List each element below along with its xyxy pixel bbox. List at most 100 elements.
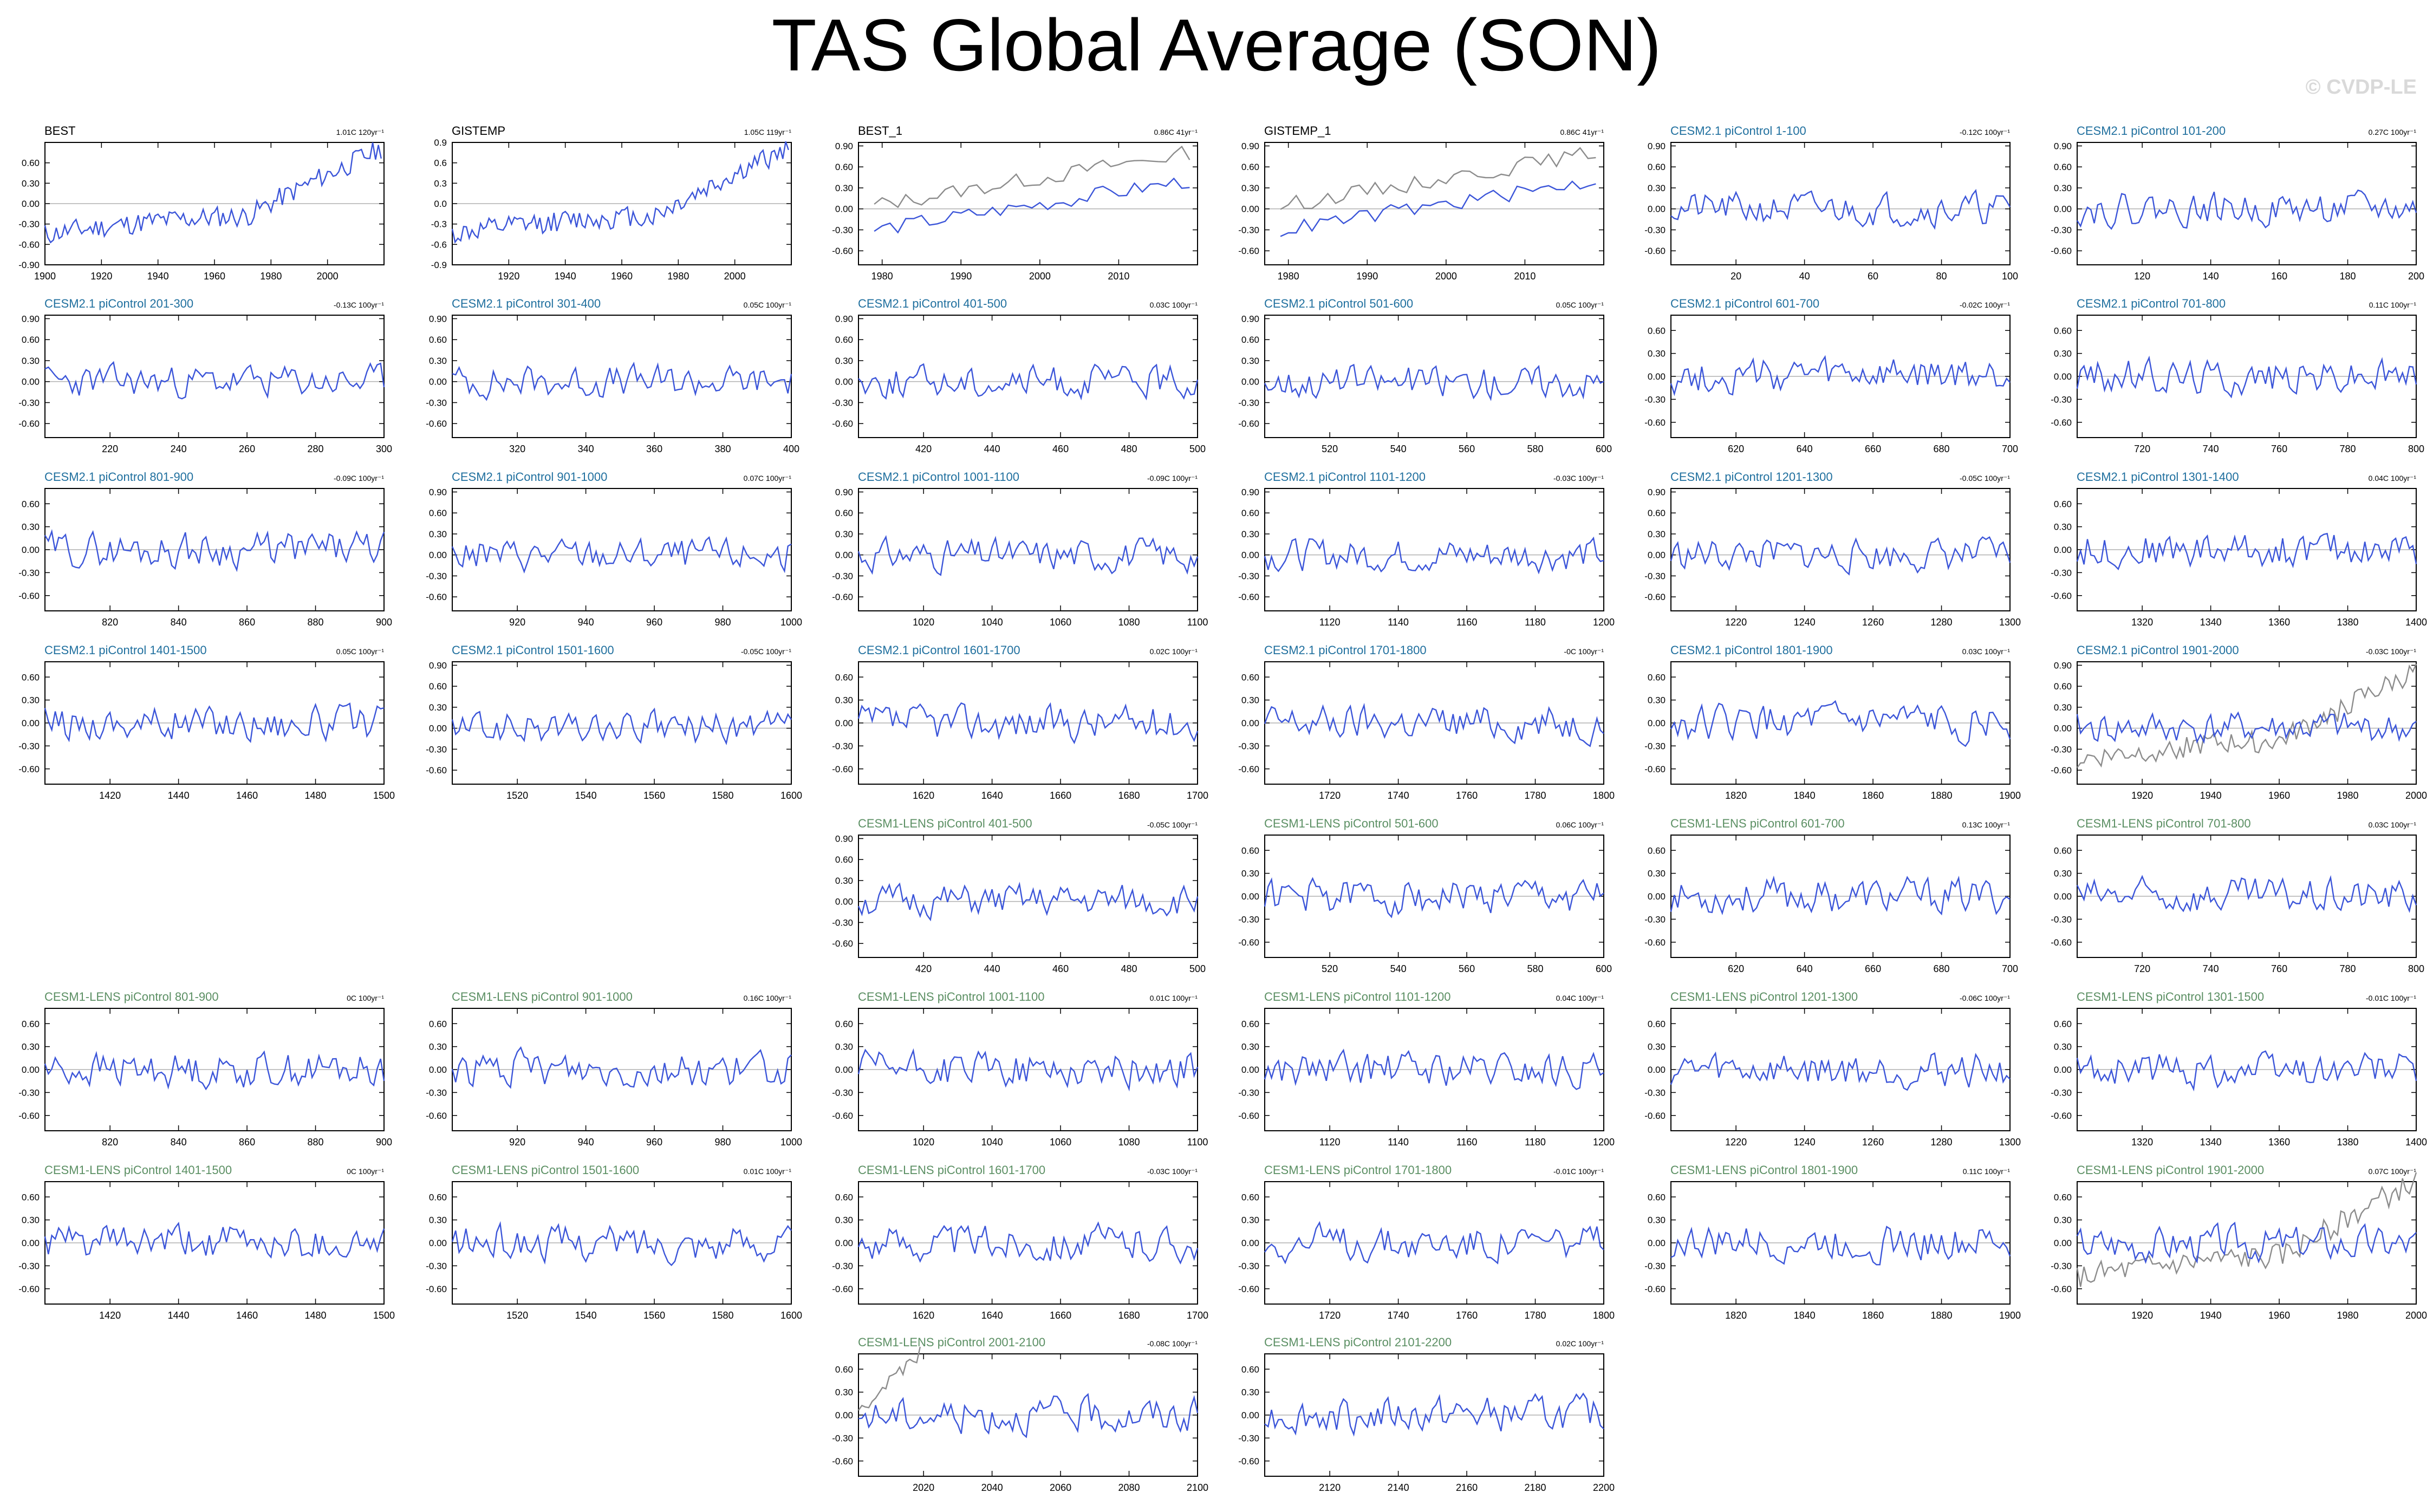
y-tick-label: -0.30 (2051, 225, 2072, 235)
y-tick-label: 0.90 (2054, 660, 2072, 670)
chart-panel: CESM2.1 piControl 901-1000 0.07C 100yr⁻¹ 0… (426, 470, 802, 628)
panel-title: GISTEMP (452, 124, 505, 138)
y-tick-label: -0.60 (1238, 1284, 1259, 1294)
trend-label: 0.03C 100yr⁻¹ (2369, 820, 2417, 829)
obs-series-line (1280, 147, 1596, 210)
series-line (857, 882, 1199, 922)
y-tick-label: 0.30 (2054, 183, 2072, 193)
chart-panel: GISTEMP_1 0.86C 41yr⁻¹ 0.90 0.60 0.30 0.00 -0.… (1238, 124, 1604, 282)
x-tick-label: 1480 (305, 790, 327, 801)
trend-label: 1.01C 120yr⁻¹ (336, 128, 385, 136)
x-tick-label: 1540 (575, 1310, 597, 1321)
series-line (858, 363, 1199, 401)
y-tick-label: 0.60 (1241, 335, 1259, 345)
panel-title: CESM2.1 piControl 501-600 (1264, 297, 1413, 310)
plot-frame (1670, 488, 2011, 611)
y-tick-label: 0.00 (22, 1238, 40, 1248)
plot-frame (1670, 142, 2011, 265)
x-tick-label: 300 (376, 444, 392, 454)
x-tick-label: 1940 (2200, 790, 2222, 801)
y-tick-label: -0.30 (1238, 741, 1259, 751)
chart-panel: CESM2.1 piControl 1-100 -0.12C 100yr⁻¹ 0.9… (1644, 124, 2018, 282)
x-tick-label: 1960 (611, 271, 633, 282)
y-tick-label: 0.30 (1648, 529, 1666, 539)
y-tick-label: -0.60 (832, 1284, 853, 1294)
y-tick-label: -0.60 (832, 246, 853, 256)
chart-panel: CESM1-LENS piControl 1101-1200 0.04C 100y… (1238, 990, 1615, 1148)
y-tick-label: 0.30 (22, 1042, 40, 1052)
panel-title: CESM2.1 piControl 1001-1100 (858, 470, 1019, 484)
y-tick-label: -0.30 (2051, 914, 2072, 924)
y-tick-label: -0.60 (832, 1111, 853, 1121)
series-line (1670, 536, 2011, 576)
y-tick-label: 0.60 (1648, 672, 1666, 682)
y-tick-label: -0.60 (426, 419, 447, 429)
x-tick-label: 1400 (2405, 1137, 2427, 1148)
y-tick-label: -0.30 (18, 397, 40, 408)
y-tick-label: 0.90 (1241, 141, 1259, 151)
y-tick-label: -0.60 (426, 765, 447, 775)
x-tick-label: 1020 (913, 617, 934, 628)
x-tick-label: 780 (2340, 963, 2356, 974)
x-tick-label: 720 (2134, 963, 2150, 974)
y-tick-label: 0.6 (434, 158, 447, 168)
series-line (858, 1393, 1199, 1438)
y-tick-label: 0.30 (2054, 702, 2072, 713)
series-line (451, 1046, 792, 1089)
x-tick-label: 1060 (1050, 617, 1071, 628)
x-tick-label: 800 (2408, 444, 2424, 454)
x-tick-label: 2140 (1388, 1482, 1409, 1493)
x-tick-label: 1980 (667, 271, 689, 282)
y-tick-label: 0.00 (1241, 891, 1259, 902)
y-tick-label: 0.00 (835, 1238, 853, 1248)
y-tick-label: 0.00 (835, 1410, 853, 1420)
panel-title: CESM2.1 piControl 601-700 (1670, 297, 1819, 310)
y-tick-label: -0.3 (431, 219, 447, 230)
y-tick-label: -0.60 (1644, 592, 1666, 602)
chart-panel: CESM2.1 piControl 601-700 -0.02C 100yr⁻¹ 0… (1644, 297, 2018, 454)
panel-title: CESM2.1 piControl 1101-1200 (1264, 470, 1426, 484)
chart-panel: CESM2.1 piControl 1901-2000 -0.03C 100yr⁻… (2051, 643, 2427, 801)
x-tick-label: 920 (509, 1137, 525, 1148)
x-tick-label: 1990 (950, 271, 972, 282)
y-tick-label: 0.0 (434, 199, 447, 209)
y-tick-label: 0.60 (1241, 508, 1259, 518)
y-tick-label: 0.00 (2054, 204, 2072, 214)
y-tick-label: 0.00 (835, 377, 853, 387)
y-tick-label: 0.00 (1648, 891, 1666, 902)
y-tick-label: 0.00 (429, 724, 447, 734)
y-tick-label: -0.30 (1238, 1261, 1259, 1271)
chart-panel: CESM2.1 piControl 501-600 0.05C 100yr⁻¹ 0.… (1238, 297, 1612, 454)
x-tick-label: 640 (1797, 963, 1813, 974)
x-tick-label: 900 (376, 617, 392, 628)
trend-label: 0.05C 100yr⁻¹ (744, 301, 792, 309)
panel-title: CESM2.1 piControl 1501-1600 (452, 643, 614, 657)
y-tick-label: -0.30 (832, 741, 853, 751)
x-tick-label: 940 (578, 617, 594, 628)
series-line (44, 142, 382, 244)
watermark: © CVDP-LE (2305, 76, 2417, 99)
y-tick-label: 0.30 (22, 178, 40, 188)
panel-title: CESM2.1 piControl 801-900 (44, 470, 193, 484)
y-tick-label: 0.30 (835, 1215, 853, 1226)
panel-title: CESM2.1 piControl 1801-1900 (1670, 643, 1833, 657)
trend-label: 0.11C 100yr⁻¹ (1963, 1167, 2011, 1176)
chart-panel: CESM1-LENS piControl 701-800 0.03C 100yr⁻… (2051, 817, 2424, 974)
x-tick-label: 120 (2134, 271, 2150, 282)
x-tick-label: 2000 (1029, 271, 1051, 282)
trend-label: 0.07C 100yr⁻¹ (2369, 1167, 2417, 1176)
y-tick-label: 0.00 (429, 1238, 447, 1248)
trend-label: 0.02C 100yr⁻¹ (1150, 647, 1198, 656)
trend-label: -0.03C 100yr⁻¹ (1147, 1167, 1198, 1176)
x-tick-label: 1420 (99, 1310, 121, 1321)
x-tick-label: 1340 (2200, 617, 2222, 628)
y-tick-label: -0.60 (832, 939, 853, 949)
y-tick-label: 0.60 (1241, 1192, 1259, 1202)
y-tick-label: 0.30 (22, 522, 40, 532)
y-tick-label: 0.30 (1648, 349, 1666, 359)
y-tick-label: 0.00 (1648, 1238, 1666, 1248)
y-tick-label: 0.00 (2054, 545, 2072, 555)
x-tick-label: 1320 (2131, 617, 2153, 628)
y-tick-label: 0.60 (22, 1019, 40, 1029)
y-tick-label: 0.30 (22, 695, 40, 706)
